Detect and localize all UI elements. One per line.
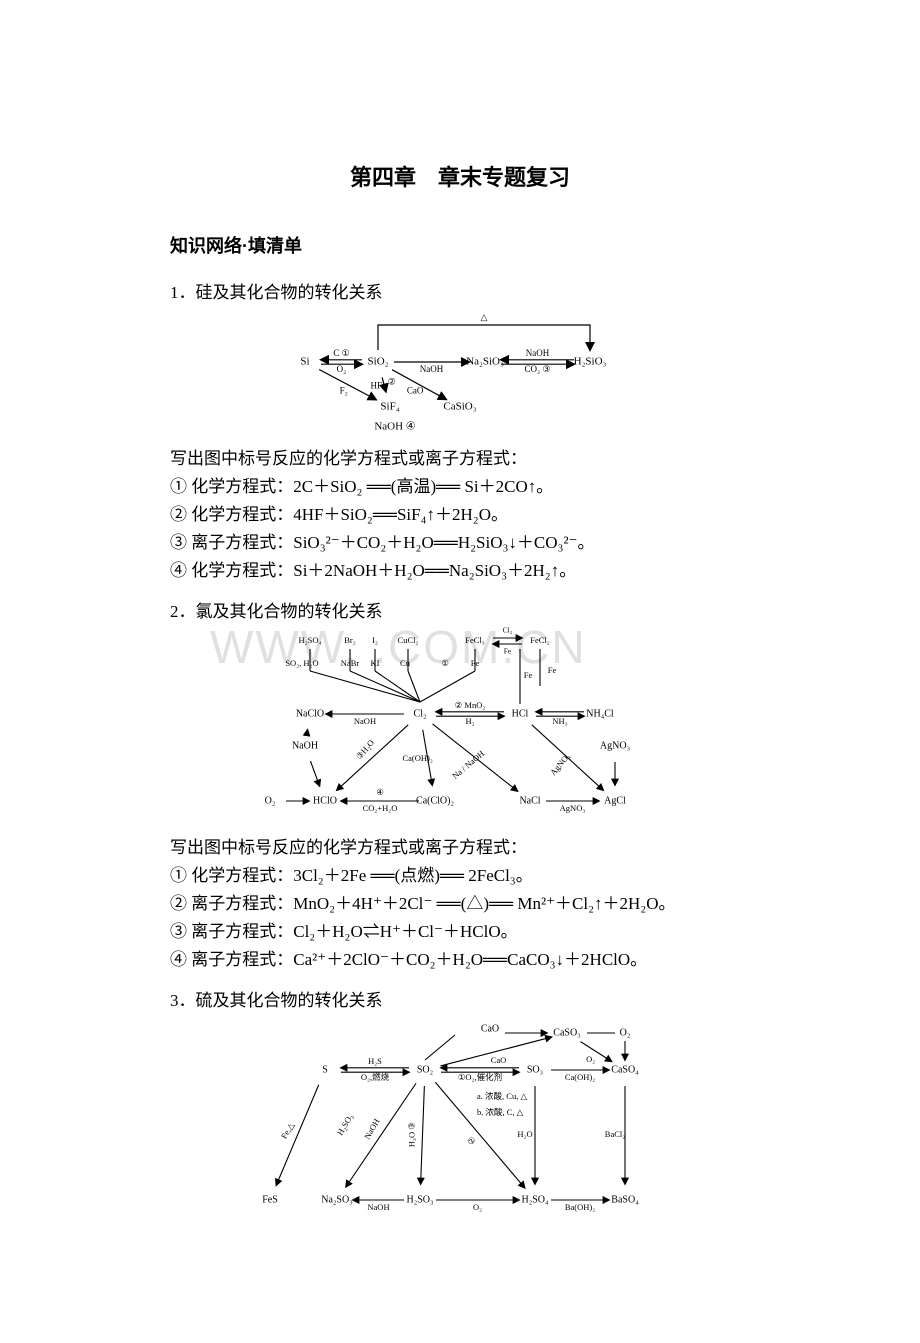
svg-text:Br₂: Br₂	[344, 635, 356, 645]
svg-text:NaClO: NaClO	[296, 709, 324, 720]
part3-heading: 3．硫及其化合物的转化关系	[170, 986, 750, 1011]
part1-line-1: ① 化学方程式：2C＋SiO₂ ══(高温)══ Si＋2CO↑。	[170, 473, 750, 501]
svg-text:SiF₄: SiF₄	[380, 401, 399, 413]
svg-text:O₂: O₂	[265, 796, 276, 807]
svg-text:Fe: Fe	[504, 647, 512, 656]
svg-text:SO₂, H₂O: SO₂, H₂O	[285, 658, 318, 668]
svg-text:②: ②	[388, 377, 396, 387]
svg-text:CaSO₄: CaSO₄	[611, 1065, 639, 1076]
svg-text:O₂: O₂	[620, 1028, 631, 1039]
svg-text:Si: Si	[300, 356, 309, 368]
part2-lead: 写出图中标号反应的化学方程式或离子方程式：	[170, 834, 750, 862]
svg-text:FeCl₃: FeCl₃	[465, 635, 485, 645]
svg-text:H₂: H₂	[465, 716, 474, 726]
svg-text:CaO: CaO	[407, 386, 424, 396]
svg-text:AgNO₃: AgNO₃	[560, 803, 586, 813]
svg-text:O₂: O₂	[586, 1054, 595, 1064]
svg-text:NaOH: NaOH	[526, 348, 550, 358]
svg-text:H₂S: H₂S	[368, 1056, 382, 1066]
svg-text:a. 浓酸, Cu, △: a. 浓酸, Cu, △	[477, 1091, 527, 1101]
svg-text:I₂: I₂	[372, 635, 378, 645]
svg-text:Ca(ClO)₂: Ca(ClO)₂	[416, 796, 454, 807]
part1-line-3: ③ 离子方程式：SiO₃²⁻＋CO₂＋H₂O══H₂SiO₃↓＋CO₃²⁻。	[170, 529, 750, 557]
svg-text:H₂SO₃: H₂SO₃	[407, 1195, 434, 1206]
part2-diagram: H₂SO₄Br₂I₂CuCl₂FeCl₃FeCl₂SO₂, H₂ONaBrKIC…	[170, 626, 750, 826]
part2-line-3: ③ 离子方程式：Cl₂＋H₂O⇌H⁺＋Cl⁻＋HClO。	[170, 918, 750, 946]
chapter-title: 第四章 章末专题复习	[170, 160, 750, 192]
part2-line-4: ④ 离子方程式：Ca²⁺＋2ClO⁻＋CO₂＋H₂O══CaCO₃↓＋2HClO…	[170, 946, 750, 974]
svg-text:F₂: F₂	[340, 386, 348, 396]
svg-text:NaOH: NaOH	[362, 1117, 382, 1141]
svg-text:AgNO₃: AgNO₃	[548, 751, 572, 777]
svg-text:H₂SO₄: H₂SO₄	[522, 1195, 549, 1206]
svg-text:CuCl₂: CuCl₂	[398, 635, 419, 645]
svg-text:Fe: Fe	[548, 665, 557, 675]
svg-text:①: ①	[441, 658, 449, 668]
svg-text:HF: HF	[371, 381, 383, 391]
svg-text:NH₃: NH₃	[552, 716, 567, 726]
svg-text:Cu: Cu	[400, 658, 411, 668]
svg-text:Na / NaOH: Na / NaOH	[450, 749, 486, 782]
svg-text:FeCl₂: FeCl₂	[530, 635, 550, 645]
svg-text:SO₂: SO₂	[417, 1065, 433, 1076]
svg-text:②: ②	[465, 1135, 478, 1147]
svg-text:b. 浓酸, C, △: b. 浓酸, C, △	[477, 1107, 524, 1117]
svg-text:Cl₂: Cl₂	[503, 626, 513, 635]
svg-text:NaOH ④: NaOH ④	[374, 421, 415, 433]
svg-text:AgNO₃: AgNO₃	[600, 741, 630, 752]
svg-text:Ca(OH)₂: Ca(OH)₂	[402, 753, 432, 763]
svg-text:NaOH: NaOH	[292, 741, 318, 752]
part2-line-1: ① 化学方程式：3Cl₂＋2Fe ══(点燃)══ 2FeCl₃。	[170, 862, 750, 890]
svg-text:O₂: O₂	[337, 364, 347, 374]
svg-text:H₂SO₃: H₂SO₃	[335, 1113, 355, 1138]
part3-diagram: O₂,燃烧 H₂S ①O₂,催化剂 Ca(OH)₂ CaO O₂ Fe,△ NaOH H₂O ③…	[170, 1015, 750, 1215]
svg-text:H₂SO₄: H₂SO₄	[299, 635, 322, 645]
svg-text:Fe,△: Fe,△	[279, 1121, 296, 1141]
svg-text:C ①: C ①	[333, 348, 349, 358]
svg-text:FeS: FeS	[262, 1195, 278, 1206]
svg-text:NaOH: NaOH	[367, 1202, 389, 1212]
svg-text:NaCl: NaCl	[519, 796, 540, 807]
svg-text:CaO: CaO	[491, 1056, 507, 1066]
svg-text:HCl: HCl	[512, 709, 529, 720]
part1-lead: 写出图中标号反应的化学方程式或离子方程式：	[170, 445, 750, 473]
svg-text:④: ④	[376, 787, 384, 797]
svg-text:NaOH: NaOH	[354, 716, 376, 726]
svg-text:CO₂ ③: CO₂ ③	[525, 364, 551, 374]
part1-diagram: △ O₂ C ① NaOH CO₂ ③ NaOH HF ② CaO F₂ Si SiO₂ Na₂SiO₃…	[170, 307, 750, 437]
svg-text:O₂,燃烧: O₂,燃烧	[361, 1072, 390, 1082]
svg-text:O₂: O₂	[473, 1202, 482, 1212]
svg-text:H₂O: H₂O	[517, 1129, 532, 1139]
svg-text:CaSO₃: CaSO₃	[553, 1028, 580, 1039]
svg-text:CaSiO₃: CaSiO₃	[443, 401, 476, 413]
svg-text:H₂O ③: H₂O ③	[406, 1122, 416, 1147]
svg-text:Na₂SiO₃: Na₂SiO₃	[466, 356, 504, 368]
part2-line-2: ② 离子方程式：MnO₂＋4H⁺＋2Cl⁻ ══(△)══ Mn²⁺＋Cl₂↑＋…	[170, 890, 750, 918]
svg-text:HClO: HClO	[313, 796, 337, 807]
svg-text:Ca(OH)₂: Ca(OH)₂	[565, 1072, 595, 1082]
svg-text:H₂SiO₃: H₂SiO₃	[574, 356, 607, 368]
part1-line-2: ② 化学方程式：4HF＋SiO₂══SiF₄↑＋2H₂O。	[170, 501, 750, 529]
svg-text:①O₂,催化剂: ①O₂,催化剂	[458, 1072, 502, 1082]
svg-text:CO₂+H₂O: CO₂+H₂O	[363, 803, 398, 813]
svg-text:CaO: CaO	[481, 1024, 499, 1035]
svg-text:△: △	[481, 312, 488, 322]
svg-text:BaCl₂: BaCl₂	[605, 1129, 625, 1139]
svg-text:BaSO₄: BaSO₄	[611, 1195, 639, 1206]
svg-text:S: S	[322, 1065, 328, 1076]
knowledge-network-heading: 知识网络·填清单	[170, 232, 750, 258]
svg-text:SO₃: SO₃	[527, 1065, 543, 1076]
svg-text:AgCl: AgCl	[604, 796, 626, 807]
svg-text:NaOH: NaOH	[420, 364, 444, 374]
svg-text:Na₂SO₃: Na₂SO₃	[321, 1195, 352, 1206]
part1-line-4: ④ 化学方程式：Si＋2NaOH＋H₂O══Na₂SiO₃＋2H₂↑。	[170, 557, 750, 585]
svg-text:NH₄Cl: NH₄Cl	[586, 709, 614, 720]
svg-text:② MnO₂: ② MnO₂	[455, 700, 486, 710]
part2-heading: 2．氯及其化合物的转化关系	[170, 597, 750, 622]
svg-text:SiO₂: SiO₂	[368, 356, 389, 368]
svg-text:Cl₂: Cl₂	[414, 709, 427, 720]
svg-text:Fe: Fe	[524, 670, 533, 680]
svg-text:Ba(OH)₂: Ba(OH)₂	[565, 1202, 595, 1212]
part1-heading: 1．硅及其化合物的转化关系	[170, 278, 750, 303]
